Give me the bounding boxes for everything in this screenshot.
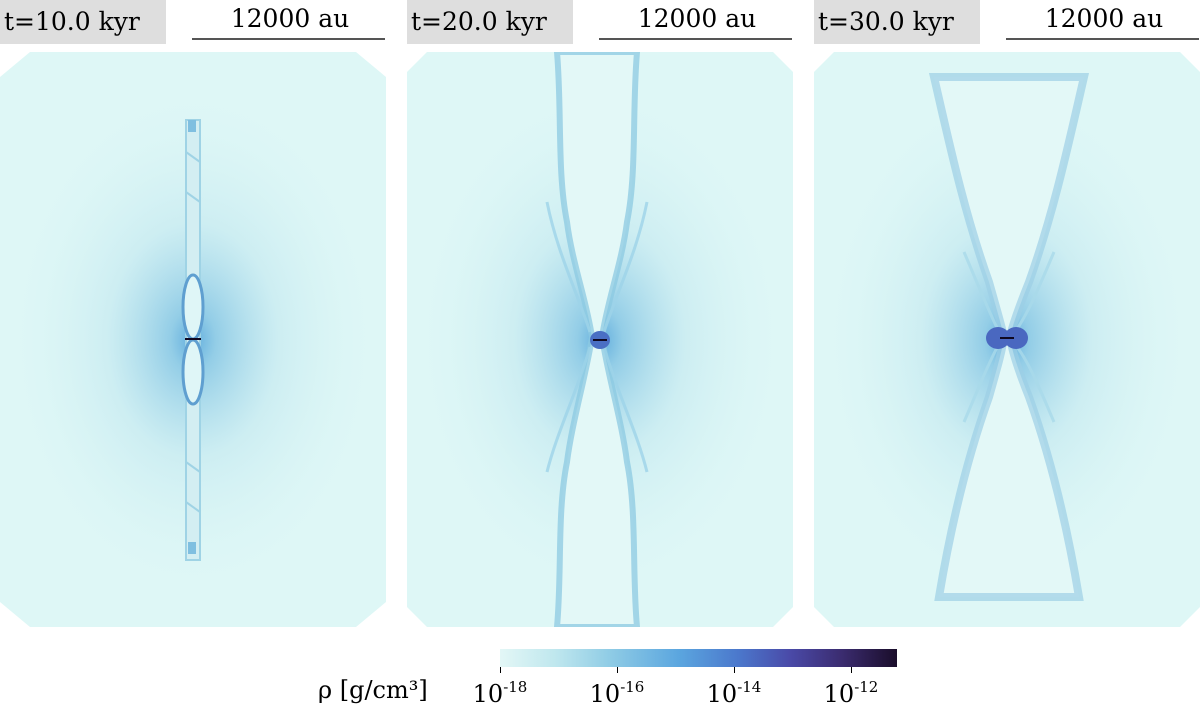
panel-t10: t=10.0 kyr 12000 au [0, 0, 386, 630]
time-label: t=10.0 kyr [0, 0, 166, 44]
time-label: t=30.0 kyr [814, 0, 980, 44]
scale-bar-label: 12000 au [637, 4, 757, 33]
time-label: t=20.0 kyr [407, 0, 573, 44]
scale-bar [1006, 38, 1199, 40]
density-map [814, 52, 1200, 627]
colorbar-label: ρ [g/cm³] [318, 676, 428, 704]
colorbar-tick-label: 10-16 [589, 678, 645, 709]
colorbar [500, 649, 897, 667]
colorbar-tick [851, 667, 852, 673]
scale-bar [192, 38, 385, 40]
density-map [407, 52, 793, 627]
scale-bar-label: 12000 au [1044, 4, 1164, 33]
density-map [0, 52, 386, 627]
panel-t20: t=20.0 kyr 12000 au [407, 0, 793, 630]
colorbar-tick-label: 10-12 [823, 678, 879, 709]
colorbar-tick [500, 667, 501, 673]
colorbar-tick [734, 667, 735, 673]
colorbar-tick [617, 667, 618, 673]
scale-bar-label: 12000 au [230, 4, 350, 33]
colorbar-tick-label: 10-14 [706, 678, 762, 709]
panel-t30: t=30.0 kyr 12000 au [814, 0, 1200, 630]
scale-bar [599, 38, 792, 40]
colorbar-tick-label: 10-18 [472, 678, 528, 709]
